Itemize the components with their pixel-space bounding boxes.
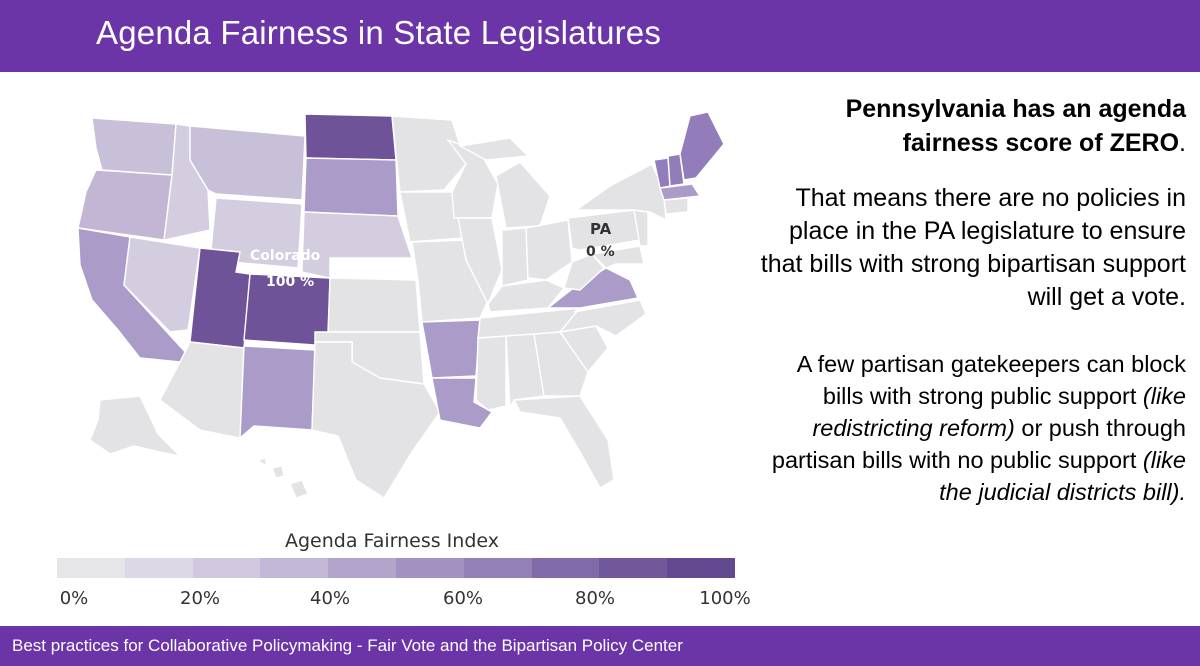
lead-statement: Pennsylvania has an agenda fairness scor… [756, 92, 1186, 160]
state-al [505, 333, 545, 411]
us-map: Colorado 100 % PA 0 % [40, 100, 740, 520]
state-tx [311, 341, 441, 499]
state-nd [304, 113, 397, 161]
legend-swatch [260, 558, 329, 578]
legend-ticks: 0% 20% 40% 60% 80% 100% [40, 588, 760, 612]
para2-part-e: . [1179, 479, 1186, 505]
state-in [501, 227, 529, 287]
state-nm [239, 345, 316, 440]
legend-swatch [667, 558, 735, 578]
state-hi [256, 457, 309, 499]
legend-swatch [531, 558, 600, 578]
us-map-svg: Colorado 100 % PA 0 % [77, 111, 725, 499]
state-ne [301, 211, 413, 279]
legend-color-bar [57, 558, 735, 578]
state-md [590, 245, 645, 269]
state-nv [123, 236, 201, 333]
legend-title: Agenda Fairness Index [285, 530, 499, 552]
state-ct [663, 197, 689, 215]
lead-bold-text: Pennsylvania has an agenda fairness scor… [845, 95, 1186, 157]
text-panel: Pennsylvania has an agenda fairness scor… [756, 92, 1186, 508]
slide-title: Agenda Fairness in State Legislatures [96, 14, 662, 51]
policy-paragraph: That means there are no policies in plac… [760, 184, 1186, 311]
legend-swatch [57, 558, 125, 578]
state-oh [525, 219, 573, 281]
legend-swatch [463, 558, 532, 578]
legend-tick-label: 100% [699, 588, 751, 609]
state-mt [189, 125, 306, 201]
state-ak [89, 395, 183, 458]
footer-bar: Best practices for Collaborative Policym… [0, 626, 1200, 666]
state-ma [659, 183, 702, 201]
legend-swatch [192, 558, 261, 578]
state-ar [421, 319, 481, 379]
colorado-value-label: 100 % [266, 274, 314, 290]
legend-swatch [395, 558, 464, 578]
state-wv [563, 253, 605, 291]
state-nc [558, 299, 647, 337]
legend-tick-label: 0% [59, 588, 89, 609]
legend-swatch [599, 558, 668, 578]
state-la [431, 377, 494, 429]
state-ms [475, 335, 507, 411]
state-ga [533, 331, 589, 397]
state-wa [91, 117, 177, 176]
state-me [679, 111, 725, 181]
state-sd [303, 157, 399, 217]
legend-swatch [124, 558, 193, 578]
legend-tick-label: 80% [574, 588, 616, 609]
state-mi [457, 137, 551, 229]
para2-part-a: A few partisan gatekeepers can block bil… [796, 351, 1186, 409]
legend-swatch [328, 558, 396, 578]
para2-part-d: (like the judicial districts bill) [939, 447, 1186, 505]
state-il [457, 217, 503, 306]
pa-name-label: PA [590, 220, 612, 238]
para2-part-c: or push through partisan bills with no p… [771, 415, 1186, 473]
pa-value-label: 0 % [586, 244, 615, 260]
state-mn [391, 115, 467, 193]
footer-text: Best practices for Collaborative Policym… [12, 636, 683, 655]
state-fl [512, 395, 615, 489]
state-ks [327, 277, 421, 333]
colorado-name-label: Colorado [250, 248, 321, 264]
gatekeepers-paragraph: A few partisan gatekeepers can block bil… [756, 348, 1186, 508]
state-pa [567, 209, 641, 251]
state-wy [209, 197, 303, 269]
lead-tail-text: . [1179, 129, 1186, 157]
legend-tick-label: 40% [309, 588, 351, 609]
para2-part-b: (like redistricting reform) [812, 383, 1186, 441]
header-bar: Agenda Fairness in State Legislatures [0, 0, 1200, 72]
legend-tick-label: 20% [179, 588, 221, 609]
legend-tick-label: 60% [442, 588, 484, 609]
state-or [77, 169, 173, 241]
state-nh [667, 153, 685, 187]
